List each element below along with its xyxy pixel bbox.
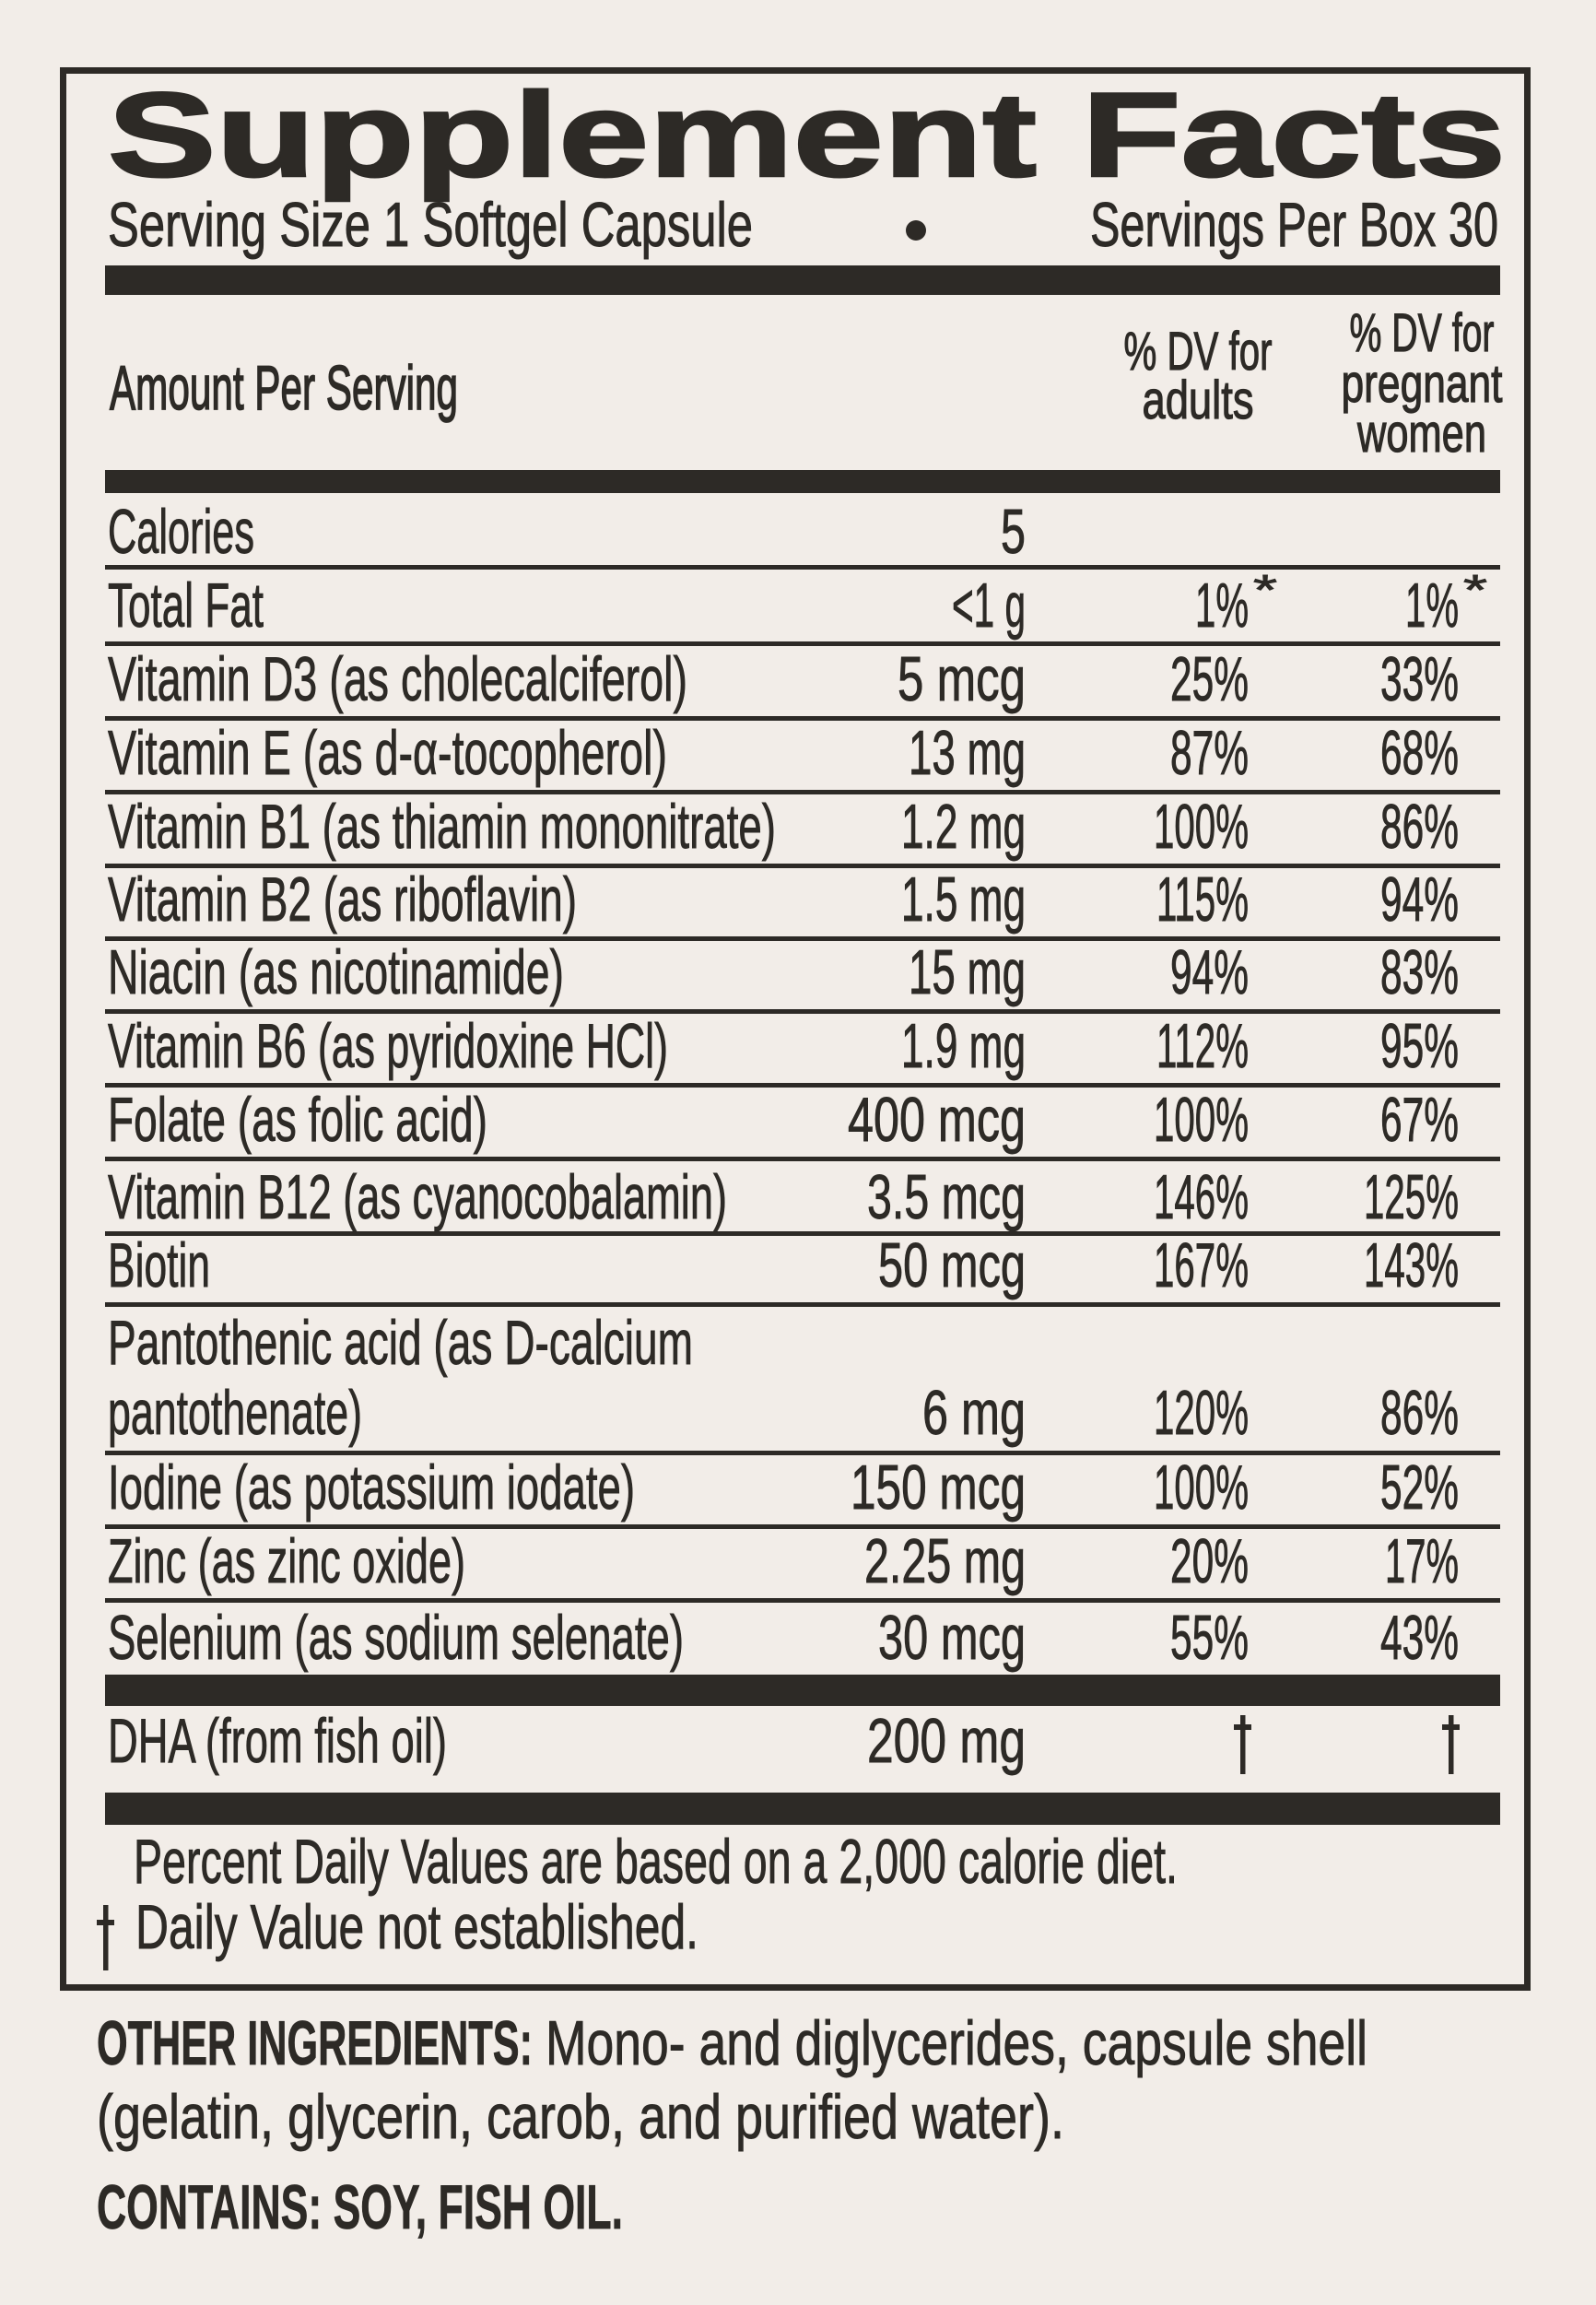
svg-text:100%: 100% — [1154, 792, 1249, 862]
svg-text:120%: 120% — [1154, 1378, 1249, 1448]
svg-text:women: women — [1356, 404, 1486, 464]
svg-text:20%: 20% — [1170, 1526, 1249, 1596]
svg-text:1%: 1% — [1405, 570, 1459, 641]
svg-text:1%: 1% — [1195, 570, 1249, 641]
svg-text:Zinc (as zinc oxide): Zinc (as zinc oxide) — [108, 1526, 465, 1596]
svg-text:87%: 87% — [1170, 718, 1249, 788]
svg-text:43%: 43% — [1380, 1603, 1459, 1673]
svg-text:Folate (as folic acid): Folate (as folic acid) — [108, 1085, 487, 1155]
svg-text:68%: 68% — [1380, 718, 1459, 788]
svg-text:17%: 17% — [1385, 1526, 1459, 1596]
svg-text:94%: 94% — [1170, 937, 1249, 1007]
svg-text:50 mcg: 50 mcg — [878, 1230, 1026, 1300]
svg-text:OTHER INGREDIENTS:: OTHER INGREDIENTS: — [97, 2008, 533, 2078]
svg-text:83%: 83% — [1380, 937, 1459, 1007]
svg-text:86%: 86% — [1380, 792, 1459, 862]
svg-text:146%: 146% — [1154, 1162, 1249, 1232]
svg-text:*: * — [1253, 566, 1277, 614]
svg-text:100%: 100% — [1154, 1085, 1249, 1155]
svg-text:95%: 95% — [1380, 1011, 1459, 1081]
svg-text:52%: 52% — [1380, 1452, 1459, 1523]
svg-text:Percent Daily Values are based: Percent Daily Values are based on a 2,00… — [134, 1827, 1178, 1897]
svg-text:% DV for: % DV for — [1350, 303, 1495, 363]
svg-text:Niacin (as nicotinamide): Niacin (as nicotinamide) — [108, 937, 564, 1007]
svg-text:Iodine (as potassium iodate): Iodine (as potassium iodate) — [108, 1452, 635, 1523]
svg-text:1.2 mg: 1.2 mg — [901, 792, 1026, 862]
svg-text:167%: 167% — [1154, 1230, 1249, 1300]
svg-text:Vitamin B6 (as pyridoxine HCl): Vitamin B6 (as pyridoxine HCl) — [108, 1011, 668, 1081]
svg-text:Total Fat: Total Fat — [108, 570, 264, 641]
svg-text:125%: 125% — [1364, 1162, 1459, 1232]
svg-text:*: * — [1463, 566, 1487, 614]
svg-text:112%: 112% — [1156, 1011, 1249, 1081]
svg-text:115%: 115% — [1156, 864, 1249, 935]
svg-text:30 mcg: 30 mcg — [878, 1603, 1026, 1673]
svg-text:1.5 mg: 1.5 mg — [901, 864, 1026, 935]
svg-text:33%: 33% — [1380, 644, 1459, 714]
svg-text:Supplement Facts: Supplement Facts — [108, 67, 1506, 202]
svg-text:143%: 143% — [1364, 1230, 1459, 1300]
svg-text:Vitamin B12 (as cyanocobalamin: Vitamin B12 (as cyanocobalamin) — [108, 1162, 727, 1232]
svg-text:Daily Value not established.: Daily Value not established. — [135, 1892, 698, 1962]
svg-text:1.9 mg: 1.9 mg — [901, 1011, 1026, 1081]
svg-text:5: 5 — [1001, 497, 1026, 567]
svg-text:DHA (from fish oil): DHA (from fish oil) — [108, 1706, 447, 1776]
svg-text:Vitamin B1 (as thiamin mononit: Vitamin B1 (as thiamin mononitrate) — [108, 792, 776, 862]
svg-text:25%: 25% — [1170, 644, 1249, 714]
svg-text:94%: 94% — [1380, 864, 1459, 935]
svg-text:Serving Size 1 Softgel Capsule: Serving Size 1 Softgel Capsule — [108, 190, 753, 260]
svg-text:Pantothenic acid (as D-calcium: Pantothenic acid (as D-calcium — [108, 1308, 693, 1378]
svg-text:3.5 mcg: 3.5 mcg — [867, 1162, 1026, 1232]
svg-text:100%: 100% — [1154, 1452, 1249, 1523]
svg-text:pregnant: pregnant — [1342, 354, 1503, 414]
svg-text:Vitamin D3 (as cholecalciferol: Vitamin D3 (as cholecalciferol) — [108, 644, 687, 714]
svg-text:67%: 67% — [1380, 1085, 1459, 1155]
svg-text:5 mcg: 5 mcg — [898, 644, 1026, 714]
svg-text:Mono- and diglycerides, capsul: Mono- and diglycerides, capsule shell — [546, 2008, 1367, 2078]
svg-text:400 mcg: 400 mcg — [848, 1085, 1026, 1155]
svg-text:6 mg: 6 mg — [922, 1378, 1026, 1448]
svg-text:13 mg: 13 mg — [909, 718, 1026, 788]
svg-text:15 mg: 15 mg — [909, 937, 1026, 1007]
svg-text:% DV for: % DV for — [1124, 322, 1273, 382]
svg-text:Selenium (as sodium selenate): Selenium (as sodium selenate) — [108, 1603, 684, 1673]
svg-text:55%: 55% — [1170, 1603, 1249, 1673]
svg-text:<1 g: <1 g — [952, 570, 1026, 641]
svg-text:pantothenate): pantothenate) — [108, 1378, 362, 1448]
svg-text:Calories: Calories — [108, 497, 254, 567]
svg-text:(gelatin, glycerin, carob, and: (gelatin, glycerin, carob, and purified … — [97, 2082, 1064, 2152]
svg-text:Vitamin E (as d-α-tocopherol): Vitamin E (as d-α-tocopherol) — [108, 718, 667, 788]
svg-text:2.25 mg: 2.25 mg — [864, 1526, 1026, 1596]
svg-text:CONTAINS: SOY, FISH OIL.: CONTAINS: SOY, FISH OIL. — [97, 2172, 623, 2242]
svg-text:adults: adults — [1143, 370, 1254, 430]
svg-text:Vitamin B2 (as riboflavin): Vitamin B2 (as riboflavin) — [108, 864, 577, 935]
svg-text:200 mg: 200 mg — [867, 1706, 1026, 1776]
svg-text:Amount Per Serving: Amount Per Serving — [110, 353, 458, 423]
svg-text:86%: 86% — [1380, 1378, 1459, 1448]
svg-text:150 mcg: 150 mcg — [851, 1452, 1026, 1523]
svg-text:Biotin: Biotin — [108, 1230, 210, 1300]
svg-text:Servings Per Box 30: Servings Per Box 30 — [1090, 190, 1498, 260]
